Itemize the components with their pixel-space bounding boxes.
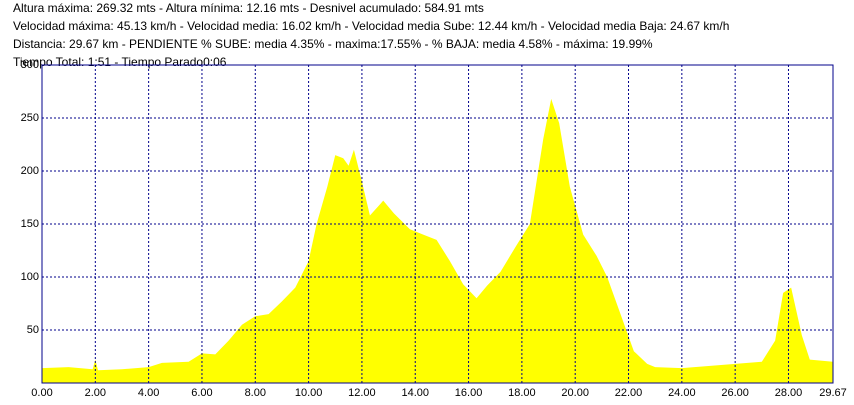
y-tick-label: 300	[21, 59, 39, 71]
header-line: Tiempo Total: 1:51 - Tiempo Parado0:06	[13, 55, 227, 69]
y-tick-label: 200	[21, 165, 39, 177]
y-tick-label: 150	[21, 218, 39, 230]
x-tick-label: 8.00	[245, 387, 266, 399]
y-tick-label: 50	[27, 324, 39, 336]
header-line: Velocidad máxima: 45.13 km/h - Velocidad…	[13, 19, 729, 33]
x-tick-label: 29.67	[819, 387, 847, 399]
x-tick-label: 12.00	[348, 387, 376, 399]
plot-frame	[41, 64, 834, 384]
y-tick-label: 250	[21, 112, 39, 124]
x-tick-label: 16.00	[455, 387, 483, 399]
x-tick-label: 4.00	[138, 387, 159, 399]
x-tick-label: 2.00	[85, 387, 106, 399]
x-tick-label: 14.00	[401, 387, 429, 399]
x-tick-label: 22.00	[615, 387, 643, 399]
y-tick-label: 100	[21, 271, 39, 283]
x-tick-label: 0.00	[31, 387, 52, 399]
header-line: Altura máxima: 269.32 mts - Altura mínim…	[13, 1, 484, 15]
x-tick-label: 26.00	[721, 387, 749, 399]
elevation-area	[42, 98, 833, 384]
x-tick-label: 10.00	[295, 387, 323, 399]
header-line: Distancia: 29.67 km - PENDIENTE % SUBE: …	[13, 37, 653, 51]
x-tick-label: 18.00	[508, 387, 536, 399]
x-tick-label: 24.00	[668, 387, 696, 399]
x-tick-label: 20.00	[561, 387, 589, 399]
x-tick-label: 6.00	[191, 387, 212, 399]
x-tick-label: 28.00	[775, 387, 803, 399]
